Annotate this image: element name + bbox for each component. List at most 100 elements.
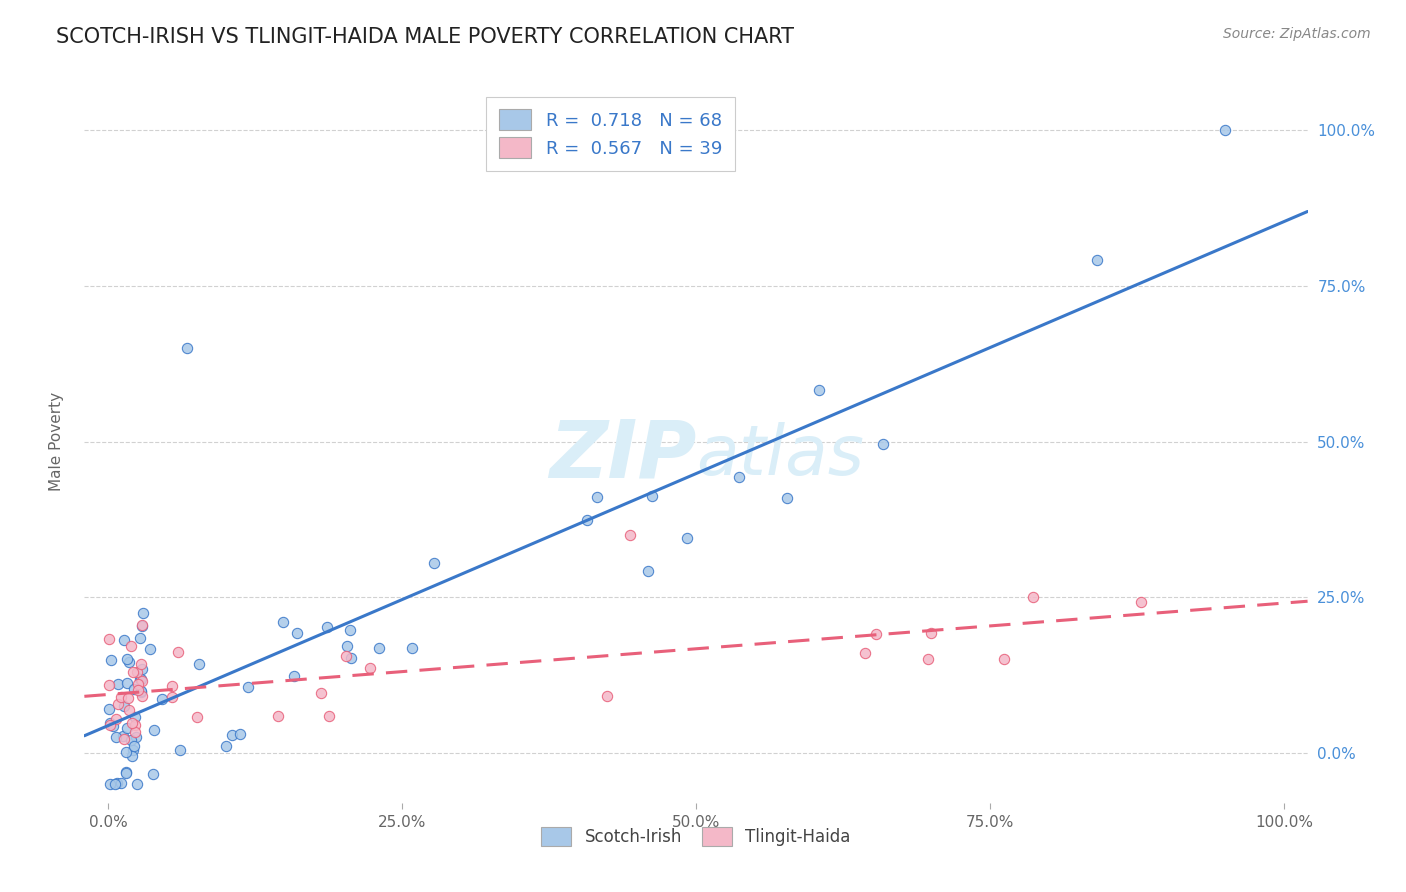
Point — [122, 743, 145, 757]
Point — [125, 730, 148, 744]
Point — [105, 712, 128, 726]
Point — [143, 723, 166, 737]
Point — [318, 709, 340, 723]
Point — [121, 748, 143, 763]
Point — [267, 709, 290, 723]
Point — [150, 691, 173, 706]
Point — [122, 665, 145, 680]
Point — [728, 470, 751, 484]
Point — [131, 672, 153, 686]
Point — [872, 436, 894, 450]
Point — [132, 607, 155, 621]
Point — [271, 615, 294, 630]
Point — [107, 697, 129, 711]
Point — [637, 564, 659, 578]
Point — [186, 710, 208, 724]
Point — [98, 677, 121, 691]
Point — [127, 682, 149, 697]
Point — [125, 665, 148, 680]
Point — [169, 743, 191, 757]
Point — [124, 718, 146, 732]
Point — [121, 733, 143, 747]
Point — [120, 639, 142, 653]
Point — [112, 698, 135, 713]
Point — [129, 672, 152, 686]
Point — [423, 556, 446, 570]
Point — [160, 690, 183, 705]
Point — [100, 653, 122, 667]
Point — [101, 719, 124, 733]
Point — [776, 491, 799, 505]
Point — [104, 777, 127, 791]
Point — [129, 632, 152, 646]
Point — [112, 732, 135, 747]
Point — [1085, 252, 1108, 267]
Point — [105, 731, 128, 745]
Point — [131, 619, 153, 633]
Point — [97, 702, 120, 716]
Point — [115, 721, 138, 735]
Text: Source: ZipAtlas.com: Source: ZipAtlas.com — [1223, 27, 1371, 41]
Point — [115, 745, 138, 759]
Text: SCOTCH-IRISH VS TLINGIT-HAIDA MALE POVERTY CORRELATION CHART: SCOTCH-IRISH VS TLINGIT-HAIDA MALE POVER… — [56, 27, 794, 46]
Point — [808, 384, 831, 398]
Point — [131, 617, 153, 632]
Point — [339, 624, 361, 638]
Point — [236, 681, 259, 695]
Point — [215, 739, 238, 754]
Point — [139, 641, 162, 656]
Point — [124, 724, 146, 739]
Point — [118, 655, 141, 669]
Point — [110, 775, 132, 789]
Point — [1213, 123, 1236, 137]
Point — [127, 777, 149, 791]
Point — [287, 625, 309, 640]
Point — [187, 657, 209, 672]
Point — [368, 640, 391, 655]
Legend: Scotch-Irish, Tlingit-Haida: Scotch-Irish, Tlingit-Haida — [527, 814, 865, 860]
Point — [129, 685, 152, 699]
Point — [619, 528, 641, 542]
Text: ZIP: ZIP — [548, 417, 696, 495]
Point — [114, 765, 136, 780]
Point — [162, 679, 184, 693]
Point — [115, 676, 138, 690]
Point — [865, 627, 887, 641]
Point — [98, 718, 121, 732]
Text: atlas: atlas — [696, 423, 863, 490]
Point — [97, 632, 120, 646]
Point — [115, 652, 138, 666]
Point — [127, 676, 149, 690]
Point — [124, 682, 146, 697]
Point — [228, 726, 250, 740]
Point — [401, 640, 423, 655]
Point — [853, 646, 876, 660]
Point — [105, 776, 128, 790]
Point — [167, 645, 190, 659]
Point — [117, 690, 139, 705]
Point — [118, 703, 141, 717]
Point — [993, 652, 1015, 666]
Point — [920, 626, 942, 640]
Point — [359, 660, 381, 674]
Point — [641, 489, 664, 503]
Point — [131, 673, 153, 688]
Point — [335, 648, 357, 663]
Point — [110, 690, 132, 705]
Point — [1129, 595, 1152, 609]
Point — [121, 716, 143, 731]
Point — [112, 729, 135, 743]
Point — [575, 513, 598, 527]
Point — [112, 632, 135, 647]
Y-axis label: Male Poverty: Male Poverty — [49, 392, 63, 491]
Point — [283, 669, 305, 683]
Point — [221, 727, 243, 741]
Point — [917, 652, 939, 666]
Point — [107, 677, 129, 691]
Point — [315, 620, 337, 634]
Point — [114, 764, 136, 779]
Point — [129, 683, 152, 698]
Point — [98, 777, 121, 791]
Point — [131, 662, 153, 676]
Point — [595, 689, 617, 703]
